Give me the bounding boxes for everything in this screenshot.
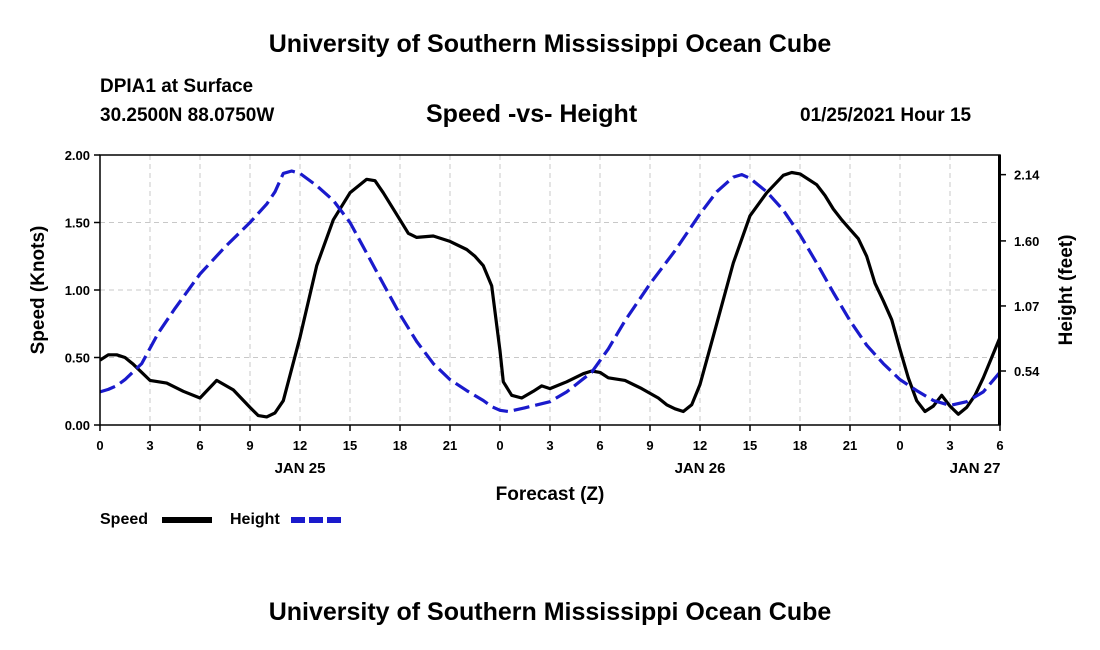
series-layer	[100, 169, 1000, 419]
y-axis-title: Speed (Knots)	[28, 226, 49, 355]
x-tick-label: 6	[196, 438, 203, 453]
x-tick-label: 21	[843, 438, 857, 453]
grid-layer	[100, 155, 1000, 425]
x-tick-label: 0	[96, 438, 103, 453]
right-axis-bar	[998, 155, 1001, 425]
y-tick-label: 1.00	[65, 283, 90, 298]
day-label: JAN 26	[675, 460, 726, 477]
footer-title: University of Southern Mississippi Ocean…	[268, 598, 832, 626]
x-tick-label: 12	[293, 438, 307, 453]
day-label: JAN 27	[950, 460, 1001, 477]
legend: Speed Height	[100, 511, 342, 528]
x-tick-label: 0	[496, 438, 503, 453]
x-tick-label: 3	[146, 438, 153, 453]
x-tick-label: 18	[793, 438, 807, 453]
y-tick-label: 0.50	[65, 351, 90, 366]
y2-axis-title: Height (feet)	[1056, 235, 1077, 346]
x-tick-label: 15	[743, 438, 757, 453]
x-tick-label: 15	[343, 438, 357, 453]
y2-tick-label: 1.07	[1014, 299, 1039, 314]
y2-tick-label: 1.60	[1014, 234, 1039, 249]
x-tick-label: 21	[443, 438, 457, 453]
y-tick-label: 1.50	[65, 216, 90, 231]
x-tick-label: 9	[246, 438, 253, 453]
legend-height-label: Height	[230, 511, 280, 528]
station-name: DPIA1 at Surface	[100, 76, 254, 97]
speed-series-line	[100, 170, 1000, 419]
y2-tick-label: 0.54	[1014, 364, 1040, 379]
x-tick-label: 6	[596, 438, 603, 453]
x-tick-label: 6	[996, 438, 1003, 453]
y2-tick-label: 2.14	[1014, 168, 1040, 183]
height-series-line	[100, 169, 1000, 414]
x-tick-label: 3	[546, 438, 553, 453]
x-tick-label: 0	[896, 438, 903, 453]
x-axis-title: Forecast (Z)	[496, 484, 605, 505]
x-tick-label: 12	[693, 438, 707, 453]
chart-title: Speed -vs- Height	[426, 100, 638, 128]
chart-date: 01/25/2021 Hour 15	[800, 105, 972, 126]
x-tick-label: 18	[393, 438, 407, 453]
y-tick-label: 0.00	[65, 418, 90, 433]
x-tick-label: 9	[646, 438, 653, 453]
legend-speed-label: Speed	[100, 511, 148, 528]
day-label: JAN 25	[275, 460, 326, 477]
y-tick-label: 2.00	[65, 148, 90, 163]
x-tick-label: 3	[946, 438, 953, 453]
page-title: University of Southern Mississippi Ocean…	[268, 30, 832, 58]
axis-layer: 0 3 6 9 12 15 18 21 0 3 6 9 12 15 18 21 0 3 6 0.00 0.50 1.00 1…	[65, 148, 1040, 477]
station-coordinates: 30.2500N 88.0750W	[100, 105, 275, 126]
